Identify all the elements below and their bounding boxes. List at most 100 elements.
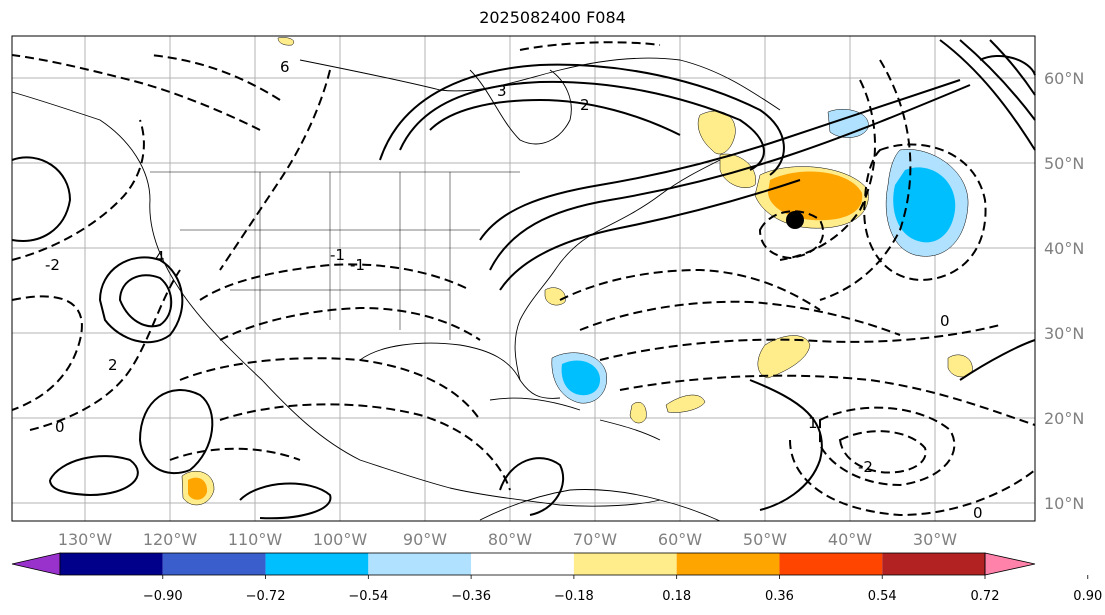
contour-line	[499, 457, 565, 516]
contour-line	[29, 269, 181, 431]
colorbar-segment	[779, 553, 883, 575]
contour-line	[819, 59, 912, 301]
map-title: 2025082400 F084	[479, 8, 626, 27]
colorbar	[11, 552, 1036, 576]
map-background	[12, 36, 1035, 521]
latitude-tick-label: 50°N	[1044, 154, 1084, 173]
contour-line	[219, 69, 331, 271]
longitude-tick-label: 130°W	[58, 530, 113, 549]
contour-line	[489, 84, 971, 271]
colorbar-segment	[265, 553, 369, 575]
colorbar-tick-label: −0.72	[246, 589, 286, 604]
longitude-tick-label: 60°W	[658, 530, 702, 549]
contour-label: -1	[350, 256, 365, 274]
longitude-tick-label: 40°W	[828, 530, 872, 549]
storm-center-marker	[786, 211, 804, 229]
positive-anomaly-region	[544, 287, 566, 306]
colorbar-tick-label: −0.90	[143, 589, 183, 604]
latitude-tick-label: 10°N	[1044, 494, 1084, 513]
contour-line	[959, 339, 1036, 381]
positive-anomaly-region	[665, 394, 706, 413]
contour-line	[219, 403, 511, 491]
longitude-labels: 130°W 120°W 110°W 100°W 90°W 80°W 70°W 60°W 50°W…	[58, 530, 957, 549]
colorbar-tick-label: −0.36	[451, 589, 491, 604]
latitude-tick-label: 30°N	[1044, 324, 1084, 343]
contour-line	[979, 55, 1036, 76]
colorbar-max-extension	[984, 552, 1036, 576]
map-frame	[11, 35, 1036, 522]
latitude-tick-label: 60°N	[1044, 69, 1084, 88]
colorbar-labels: −0.90 −0.72 −0.54 −0.36 −0.18 0.18 0.36 0.54 0.7…	[143, 575, 1102, 604]
positive-anomaly-region	[277, 37, 294, 46]
contour-line	[519, 41, 661, 51]
colorbar-segment	[368, 553, 472, 575]
longitude-tick-label: 110°W	[228, 530, 283, 549]
contour-label: 0	[973, 504, 983, 522]
longitude-tick-label: 30°W	[913, 530, 957, 549]
coastlines	[11, 57, 781, 522]
contour-line	[169, 447, 301, 461]
colorbar-segment	[162, 553, 266, 575]
longitude-tick-label: 70°W	[573, 530, 617, 549]
colorbar-segment	[471, 553, 574, 575]
state-borders	[150, 171, 520, 340]
longitude-tick-label: 50°W	[743, 530, 787, 549]
south-america-coast	[479, 489, 721, 522]
contour-label: -1	[330, 246, 345, 264]
positive-anomaly-region	[629, 402, 647, 424]
contour-line	[219, 306, 481, 341]
contour-line	[758, 210, 825, 260]
contour-line	[399, 80, 765, 171]
negative-anomaly-core	[561, 360, 601, 396]
contour-label: -2	[858, 458, 873, 476]
contour-line	[138, 389, 214, 475]
latitude-labels: 60°N 50°N 40°N 30°N 20°N 10°N	[1044, 69, 1084, 513]
solid-contours	[11, 39, 1036, 520]
colorbar-tick-label: 0.54	[868, 589, 897, 604]
contour-line	[779, 79, 876, 261]
gridlines	[12, 36, 1035, 521]
hudson-bay	[469, 69, 572, 145]
positive-anomaly-core	[188, 477, 208, 500]
contour-line	[479, 79, 961, 241]
gulf-coast	[359, 342, 561, 399]
positive-anomaly-region	[757, 335, 811, 379]
contour-line	[11, 295, 83, 411]
contour-line	[619, 374, 1036, 426]
contour-label: 4	[155, 248, 165, 266]
contour-line	[49, 455, 139, 497]
contour-line	[11, 156, 72, 242]
contour-line	[118, 274, 173, 328]
colorbar-segment	[676, 553, 780, 575]
contour-line	[559, 268, 821, 311]
colorbar-min-extension	[11, 552, 61, 576]
contour-label: 2	[580, 96, 590, 114]
contour-line	[379, 63, 785, 176]
longitude-tick-label: 120°W	[143, 530, 198, 549]
contour-label: -2	[45, 256, 60, 274]
contour-label: 2	[108, 356, 118, 374]
contour-line	[819, 406, 956, 487]
contour-label: 0	[940, 312, 950, 330]
dashed-contours	[11, 41, 1036, 517]
contour-label: 6	[280, 58, 290, 76]
contour-line	[838, 430, 927, 474]
colorbar-tick-label: 0.18	[662, 589, 691, 604]
longitude-tick-label: 100°W	[313, 530, 368, 549]
contour-line	[789, 439, 1036, 517]
contour-label: 1	[808, 414, 818, 432]
contour-line	[989, 39, 1036, 96]
contour-line	[199, 263, 471, 301]
contour-line	[98, 256, 184, 344]
contour-line	[863, 143, 987, 282]
contour-line	[939, 39, 1036, 151]
colorbar-tick-label: 0.90	[1073, 589, 1102, 604]
longitude-tick-label: 90°W	[403, 530, 447, 549]
caribbean-islands	[489, 397, 661, 441]
colorbar-segment	[573, 553, 677, 575]
colorbar-tick-label: −0.18	[554, 589, 594, 604]
colorbar-tick-label: 0.36	[765, 589, 794, 604]
contour-line	[749, 379, 823, 511]
colorbar-tick-label: −0.54	[348, 589, 388, 604]
